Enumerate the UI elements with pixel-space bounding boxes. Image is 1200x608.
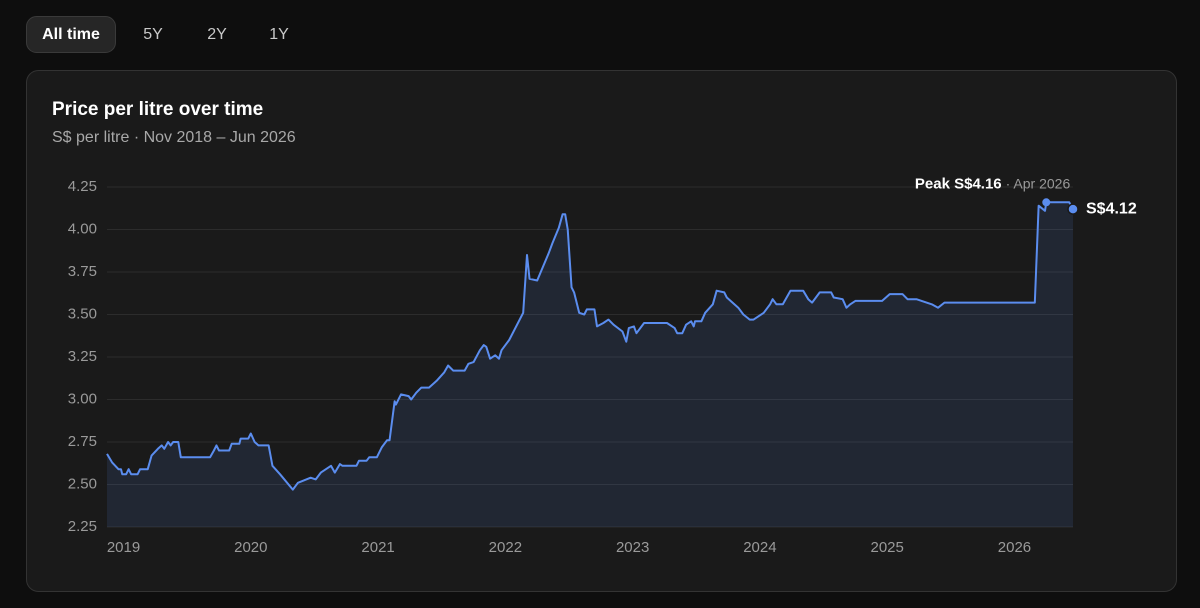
y-tick-label: 2.50 <box>68 475 97 492</box>
y-tick-label: 3.75 <box>68 263 97 280</box>
tab-active-bg <box>26 16 116 53</box>
x-tick-label: 2021 <box>361 539 394 556</box>
last-marker <box>1067 203 1079 215</box>
x-tick-label: 2020 <box>234 539 267 556</box>
peak-annotation: Peak S$4.16 · Apr 2026 <box>915 175 1071 192</box>
x-tick-label: 2024 <box>743 539 776 556</box>
x-tick-label: 2022 <box>489 539 522 556</box>
plot: 2.25 2.50 2.75 3.00 3.25 3.50 3.75 4.00 4.25 2019… <box>68 175 1137 556</box>
tab[interactable]: 5Y <box>143 26 163 43</box>
chart-title: Price per litre over time <box>52 99 263 120</box>
y-tick-label: 2.75 <box>68 433 97 450</box>
x-tick-label: 2025 <box>870 539 903 556</box>
y-tick-label: 3.50 <box>68 305 97 322</box>
y-tick-label: 3.00 <box>68 390 97 407</box>
chart-subtitle: S$ per litre · Nov 2018 – Jun 2026 <box>52 129 296 146</box>
area <box>107 202 1073 528</box>
tab[interactable]: 2Y <box>207 26 227 43</box>
tab[interactable]: 1Y <box>269 26 289 43</box>
y-tick-label: 4.00 <box>68 220 97 237</box>
peak-label: Peak S$4.16 <box>915 175 1002 192</box>
tab[interactable]: All time <box>42 26 100 43</box>
y-tick-label: 4.25 <box>68 178 97 195</box>
chart-card <box>26 70 1177 592</box>
peak-date: · Apr 2026 <box>1006 175 1071 191</box>
x-tick-label: 2026 <box>998 539 1031 556</box>
y-tick-label: 3.25 <box>68 348 97 365</box>
y-tick-label: 2.25 <box>68 518 97 535</box>
peak-marker <box>1042 198 1051 207</box>
last-label: S$4.12 <box>1086 200 1137 217</box>
line <box>106 201 1074 491</box>
range-tabs: All time 5Y 2Y 1Y <box>26 16 289 53</box>
x-tick-label: 2023 <box>616 539 649 556</box>
x-tick-label: 2019 <box>107 539 140 556</box>
